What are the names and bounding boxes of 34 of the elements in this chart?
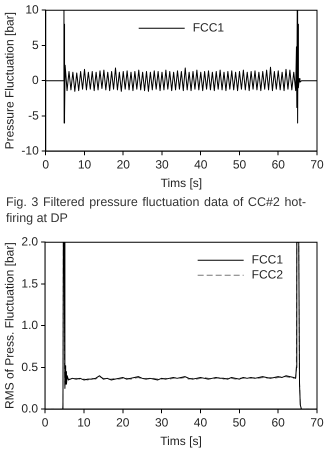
- x-tick-label: 60: [271, 416, 286, 430]
- x-tick-label: 10: [78, 158, 92, 172]
- x-tick-label: 70: [310, 416, 324, 430]
- x-tick-label: 20: [116, 158, 130, 172]
- x-tick-label: 30: [155, 158, 169, 172]
- y-tick-label: 0: [32, 73, 40, 88]
- y-tick-label: 1.5: [21, 276, 38, 290]
- y-tick-label: 2.0: [21, 234, 38, 249]
- y-tick-label: 0.0: [21, 402, 38, 416]
- x-axis-title: Tims [s]: [160, 434, 202, 448]
- legend-label: FCC1: [192, 20, 224, 35]
- y-axis-title: RMS of Press. Fluctuation [bar]: [2, 242, 17, 410]
- y-tick-label: 1.0: [21, 318, 38, 332]
- x-tick-label: 30: [154, 416, 169, 430]
- y-tick-label: 10: [25, 2, 40, 17]
- x-tick-label: 0: [42, 416, 49, 430]
- y-tick-label: -10: [21, 144, 40, 158]
- x-tick-label: 50: [232, 158, 246, 172]
- x-tick-label: 20: [116, 416, 130, 430]
- legend-label: FCC1: [252, 252, 284, 267]
- x-tick-label: 40: [194, 158, 208, 172]
- x-axis-title: Tims [s]: [160, 176, 202, 190]
- caption: Fig. 3 Filtered pressure fluctuation data of CC#2 hot-firing at DP: [5, 194, 307, 226]
- y-axis-title: Pressure Fluctuation [bar]: [2, 12, 17, 150]
- y-tick-label: 0.5: [21, 360, 38, 374]
- x-tick-label: 40: [194, 416, 208, 430]
- x-tick-label: 70: [310, 158, 324, 172]
- x-tick-label: 50: [232, 416, 246, 430]
- legend-label: FCC2: [252, 268, 284, 282]
- x-tick-label: 10: [77, 416, 91, 430]
- y-tick-label: 5: [32, 38, 40, 52]
- x-tick-label: 60: [272, 158, 286, 172]
- x-tick-label: 0: [42, 158, 50, 172]
- y-tick-label: -5: [28, 108, 40, 122]
